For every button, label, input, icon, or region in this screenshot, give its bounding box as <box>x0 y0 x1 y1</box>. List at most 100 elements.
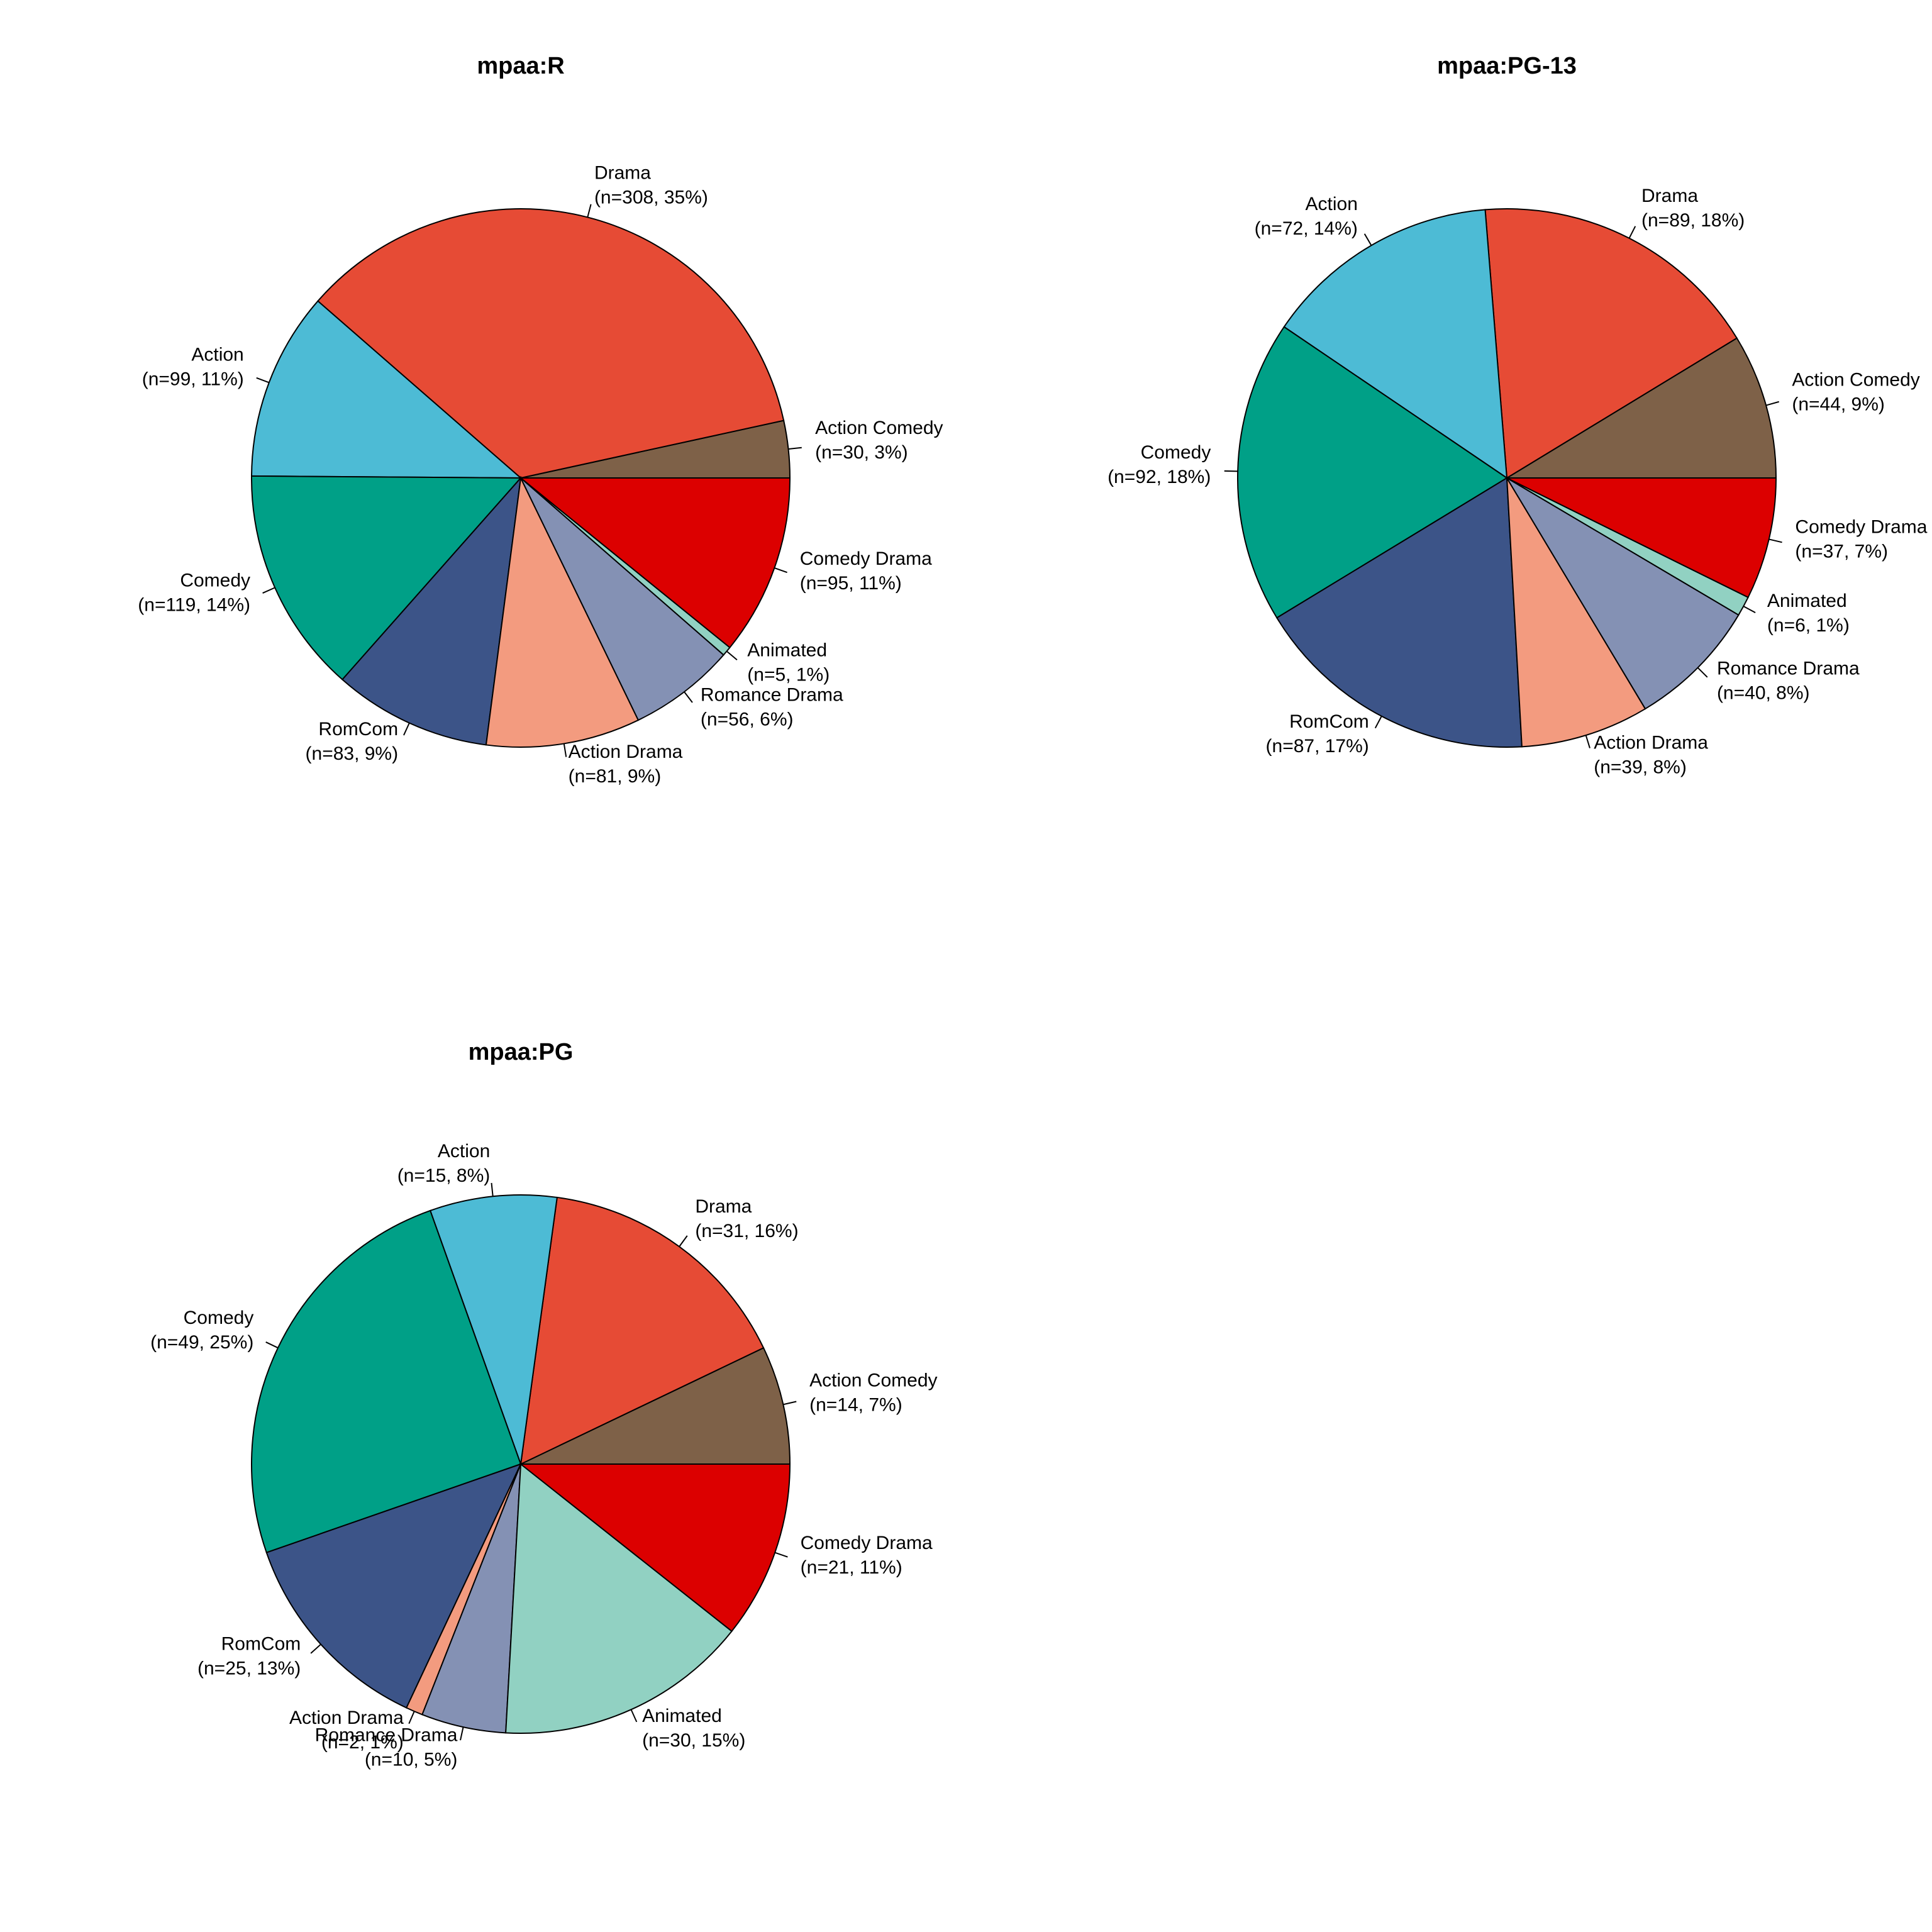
leader-line-romcom <box>310 1643 321 1654</box>
slice-comedy-drama <box>519 1463 791 1633</box>
slice-label-romcom: RomCom <box>318 719 398 740</box>
slice-count-label-comedy-drama: (n=37, 7%) <box>1795 541 1888 562</box>
slice-action-drama <box>1506 477 1646 748</box>
pie-chart-mpaa-pg: mpaa:PG Action Comedy (n=14, 7%) Drama (n=31… <box>150 1039 937 1770</box>
slice-count-label-action-drama: (n=2, 1%) <box>321 1732 404 1753</box>
slice-label-drama: Drama <box>1641 186 1698 206</box>
slice-count-label-romance-drama: (n=10, 5%) <box>365 1749 458 1770</box>
slice-count-label-action: (n=99, 11%) <box>142 369 244 390</box>
slice-comedy <box>251 1209 522 1553</box>
slice-label-animated: Animated <box>747 640 827 661</box>
slice-label-action-comedy: Action Comedy <box>1792 369 1919 390</box>
slice-count-label-action: (n=72, 14%) <box>1255 218 1358 239</box>
slice-count-label-romcom: (n=87, 17%) <box>1266 736 1369 757</box>
leader-line-animated <box>630 1709 638 1723</box>
slice-count-label-drama: (n=308, 35%) <box>594 187 708 208</box>
slice-count-label-romcom: (n=25, 13%) <box>197 1658 301 1679</box>
leader-line-romance-drama <box>684 691 693 703</box>
slice-count-label-action-drama: (n=81, 9%) <box>569 766 662 787</box>
slice-label-comedy-drama: Comedy Drama <box>800 548 932 569</box>
leader-line-action-drama <box>1585 735 1591 748</box>
leader-line-comedy <box>265 1341 279 1349</box>
pie-chart-mpaa-pg-13: mpaa:PG-13 Action Comedy (n=44, 9%) Drama (n… <box>1108 53 1928 778</box>
slice-label-comedy: Comedy <box>184 1307 254 1328</box>
slice-comedy <box>1237 326 1508 619</box>
slice-label-comedy-drama: Comedy Drama <box>801 1533 933 1553</box>
slice-count-label-comedy-drama: (n=95, 11%) <box>800 573 902 594</box>
slice-label-action: Action <box>191 345 243 365</box>
leader-line-comedy-drama <box>774 1552 788 1558</box>
slice-label-animated: Animated <box>642 1706 722 1726</box>
slice-romcom <box>1275 477 1523 748</box>
leader-line-drama <box>1628 226 1636 239</box>
slice-count-label-animated: (n=6, 1%) <box>1767 615 1850 636</box>
slice-count-label-animated: (n=5, 1%) <box>747 665 830 686</box>
slice-label-romance-drama: Romance Drama <box>1717 658 1860 679</box>
slice-count-label-action-comedy: (n=14, 7%) <box>809 1394 902 1415</box>
slice-label-drama: Drama <box>695 1196 752 1217</box>
leader-line-action-comedy <box>788 447 802 450</box>
slice-count-label-drama: (n=89, 18%) <box>1641 210 1745 231</box>
slice-label-romcom: RomCom <box>1289 711 1369 732</box>
leader-line-action-drama <box>408 1711 415 1724</box>
chart-title: mpaa:PG-13 <box>1437 53 1577 79</box>
leader-line-comedy-drama <box>1768 538 1782 543</box>
leader-line-action <box>256 377 270 384</box>
slice-label-action-drama: Action Drama <box>289 1707 404 1728</box>
chart-title: mpaa:PG <box>469 1039 574 1065</box>
pie-chart-mpaa-r: mpaa:R Action Comedy (n=30, 3%) Drama (n=308… <box>138 53 943 787</box>
slice-count-label-comedy: (n=92, 18%) <box>1108 467 1211 487</box>
slice-label-comedy-drama: Comedy Drama <box>1795 517 1927 538</box>
slice-comedy-drama <box>1506 477 1777 599</box>
leader-line-romcom <box>403 723 410 736</box>
slice-label-comedy: Comedy <box>1141 442 1211 463</box>
slice-count-label-action-drama: (n=39, 8%) <box>1594 757 1687 778</box>
slice-action-drama <box>485 475 640 748</box>
slice-comedy-drama <box>519 477 791 648</box>
slice-count-label-romance-drama: (n=40, 8%) <box>1717 682 1810 703</box>
slice-animated <box>505 1463 733 1734</box>
slice-count-label-romance-drama: (n=56, 6%) <box>701 709 794 730</box>
leader-line-romance-drama <box>1697 667 1708 678</box>
chart-title: mpaa:R <box>477 53 564 79</box>
slice-count-label-drama: (n=31, 16%) <box>695 1221 798 1241</box>
slice-count-label-action-comedy: (n=44, 9%) <box>1792 394 1885 414</box>
leader-line-romcom <box>1374 716 1382 729</box>
slice-count-label-comedy-drama: (n=21, 11%) <box>801 1557 902 1578</box>
leader-line-drama <box>679 1235 688 1247</box>
slice-count-label-action: (n=15, 8%) <box>397 1165 491 1186</box>
slice-drama <box>317 208 785 479</box>
leader-line-animated <box>1743 606 1756 614</box>
leader-line-romance-drama <box>460 1726 464 1741</box>
slice-label-drama: Drama <box>594 162 651 183</box>
leader-line-comedy <box>1224 470 1238 472</box>
leader-line-action-drama <box>563 743 567 757</box>
leader-line-action-comedy <box>783 1401 797 1406</box>
slice-label-action-drama: Action Drama <box>1594 733 1708 753</box>
slice-label-action: Action <box>1306 194 1358 214</box>
leader-line-action <box>491 1182 494 1197</box>
slice-romcom <box>341 475 522 746</box>
leader-line-action <box>1363 233 1372 246</box>
leader-line-comedy-drama <box>774 567 787 574</box>
slice-label-romance-drama: Romance Drama <box>315 1724 458 1745</box>
slice-drama <box>519 1196 765 1465</box>
slice-count-label-romcom: (n=83, 9%) <box>306 743 399 764</box>
slice-count-label-comedy: (n=49, 25%) <box>150 1332 253 1353</box>
slice-label-action: Action <box>438 1141 490 1162</box>
slice-action <box>1283 209 1508 479</box>
slice-action-comedy <box>520 1346 791 1465</box>
slice-label-action-comedy: Action Comedy <box>809 1370 937 1391</box>
leader-line-animated <box>726 650 738 661</box>
slice-romance-drama <box>1506 477 1740 710</box>
slice-count-label-comedy: (n=119, 14%) <box>138 594 250 615</box>
slice-label-action-comedy: Action Comedy <box>815 418 943 438</box>
slice-label-action-drama: Action Drama <box>569 741 683 762</box>
slice-label-romance-drama: Romance Drama <box>701 685 843 706</box>
leader-line-comedy <box>262 587 275 594</box>
slice-count-label-animated: (n=30, 15%) <box>642 1730 745 1751</box>
slice-label-romcom: RomCom <box>221 1634 301 1655</box>
leader-line-action-comedy <box>1765 401 1780 406</box>
slice-count-label-action-comedy: (n=30, 3%) <box>815 442 908 463</box>
